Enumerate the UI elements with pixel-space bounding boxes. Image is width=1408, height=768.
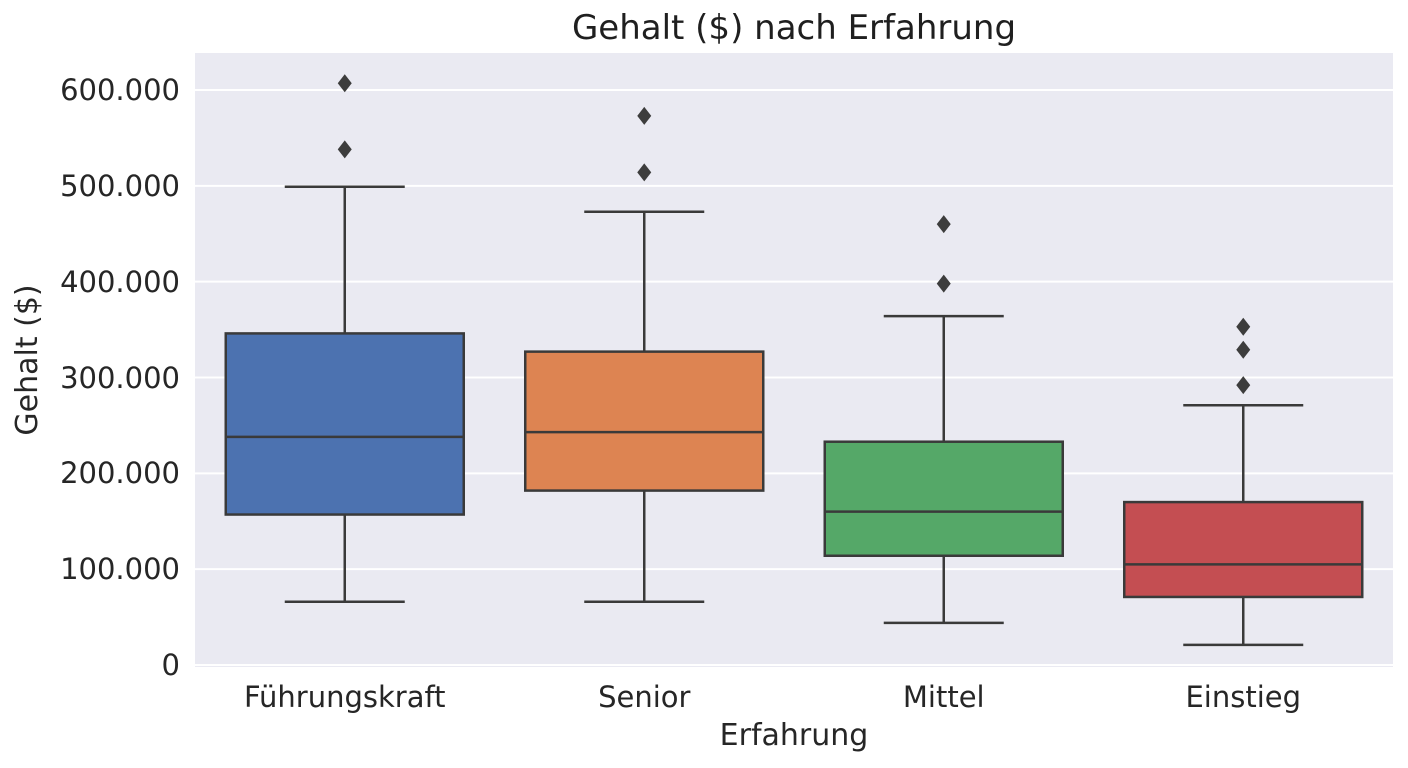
x-tick-label: Mittel xyxy=(902,680,985,714)
outlier-diamond-icon xyxy=(1236,317,1251,336)
x-tick-label: Führungskraft xyxy=(243,680,446,714)
y-tick-label: 300.000 xyxy=(60,360,180,395)
y-tick-label: 600.000 xyxy=(60,73,180,107)
y-tick-label: 0 xyxy=(161,648,180,682)
x-axis-label: Erfahrung xyxy=(719,718,869,753)
y-tick-label: 400.000 xyxy=(60,264,180,299)
outlier-diamond-icon xyxy=(1236,340,1251,359)
outlier-diamond-icon xyxy=(337,140,352,159)
outlier-diamond-icon xyxy=(337,74,352,93)
x-tick-label: Einstieg xyxy=(1185,680,1302,714)
y-tick-label: 500.000 xyxy=(60,168,180,203)
outlier-diamond-icon xyxy=(936,215,951,234)
outlier-diamond-icon xyxy=(637,106,652,125)
y-tick-label: 200.000 xyxy=(60,456,180,491)
box-1 xyxy=(224,332,465,516)
outlier-diamond-icon xyxy=(936,274,951,293)
x-tick-label: Senior xyxy=(598,680,691,714)
y-tick-label: 100.000 xyxy=(60,552,180,587)
box-2 xyxy=(524,350,765,492)
y-axis-label: Gehalt ($) xyxy=(10,284,45,436)
outlier-diamond-icon xyxy=(1236,376,1251,395)
box-4 xyxy=(1123,500,1364,599)
chart-title: Gehalt ($) nach Erfahrung xyxy=(571,8,1017,48)
box-3 xyxy=(823,440,1064,558)
outlier-diamond-icon xyxy=(637,163,652,182)
